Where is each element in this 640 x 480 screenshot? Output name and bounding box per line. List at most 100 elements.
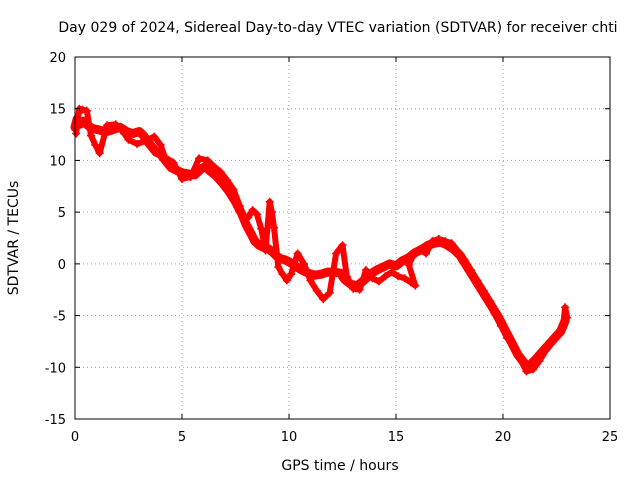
data-point <box>503 334 512 343</box>
data-point <box>554 330 563 339</box>
data-point <box>248 206 257 215</box>
grid-lines <box>75 57 610 419</box>
y-tick-label: -15 <box>45 413 66 428</box>
data-point <box>210 162 219 171</box>
series-2 <box>72 104 572 376</box>
data-point <box>336 269 345 278</box>
data-point <box>195 154 204 163</box>
data-point <box>563 313 572 322</box>
data-point <box>434 235 443 243</box>
data-point <box>368 274 377 283</box>
y-tick-label: -5 <box>53 310 66 325</box>
data-point <box>150 132 159 141</box>
data-point <box>529 365 537 374</box>
data-point <box>87 131 95 140</box>
x-axis-label: GPS time / hours <box>281 458 398 474</box>
data-point <box>342 272 351 281</box>
data-point <box>312 286 321 295</box>
plot-frame <box>74 56 611 420</box>
data-point <box>362 266 370 275</box>
data-point <box>111 120 120 129</box>
data-traces <box>70 104 572 376</box>
data-point <box>212 171 221 180</box>
y-tick-label: 20 <box>49 51 66 66</box>
x-tick-label: 10 <box>281 430 298 445</box>
x-tick-label: 20 <box>495 430 512 445</box>
data-point <box>355 285 364 294</box>
data-point <box>400 274 409 283</box>
data-point <box>548 338 557 347</box>
data-point <box>374 277 383 286</box>
data-point <box>379 263 388 271</box>
x-tick-label: 15 <box>388 430 405 445</box>
data-point <box>293 249 302 258</box>
data-point <box>205 166 214 175</box>
data-point <box>490 309 499 318</box>
data-point <box>404 260 413 269</box>
data-point <box>392 261 400 270</box>
data-point <box>139 131 148 140</box>
data-point <box>178 175 186 183</box>
data-point <box>257 224 266 233</box>
data-point <box>561 303 570 312</box>
y-axis-label: SDTVAR / TECUs <box>6 181 22 296</box>
data-point <box>486 297 495 306</box>
data-point <box>152 148 161 157</box>
data-point <box>541 346 550 355</box>
data-point <box>285 257 293 266</box>
data-point <box>387 268 396 277</box>
y-tick-label: 15 <box>49 103 66 118</box>
data-point <box>216 167 225 176</box>
data-point <box>218 179 227 188</box>
chart-title: Day 029 of 2024, Sidereal Day-to-day VTE… <box>58 20 617 36</box>
data-point <box>280 255 289 264</box>
data-point <box>282 276 291 285</box>
data-point <box>133 139 142 148</box>
data-point <box>197 164 206 173</box>
data-point <box>300 259 308 268</box>
data-point <box>516 355 525 363</box>
data-point <box>82 106 91 115</box>
data-point <box>222 176 231 185</box>
data-point <box>411 281 420 290</box>
data-point <box>306 276 315 285</box>
data-point <box>385 259 394 268</box>
data-point <box>252 210 261 219</box>
data-point <box>558 324 567 332</box>
data-point <box>250 237 259 246</box>
x-tick-label: 25 <box>602 430 619 445</box>
data-point <box>310 271 319 280</box>
data-point <box>156 140 165 149</box>
data-point <box>72 129 81 138</box>
data-point <box>319 295 328 303</box>
data-point <box>349 284 358 293</box>
data-point <box>103 121 112 130</box>
data-point <box>287 270 296 279</box>
y-tick-label: 10 <box>49 154 66 169</box>
data-point <box>242 220 251 229</box>
data-point <box>91 140 100 149</box>
data-point <box>278 270 287 279</box>
data-point <box>317 270 326 279</box>
data-point <box>407 278 415 287</box>
data-point <box>409 251 418 260</box>
data-point <box>148 143 156 151</box>
data-point <box>422 249 430 258</box>
data-point <box>92 125 101 134</box>
data-point <box>270 223 278 232</box>
y-tick-label: 0 <box>58 258 66 273</box>
data-point <box>261 246 270 255</box>
data-point <box>124 135 133 144</box>
data-point <box>372 266 381 275</box>
data-point <box>338 241 347 250</box>
series-1 <box>70 114 570 371</box>
data-point <box>447 239 456 248</box>
data-point <box>535 357 544 366</box>
data-point <box>78 105 87 114</box>
data-point <box>479 286 488 295</box>
data-point <box>201 162 210 171</box>
data-point <box>441 237 450 246</box>
data-point <box>235 201 244 210</box>
data-point <box>325 288 334 297</box>
